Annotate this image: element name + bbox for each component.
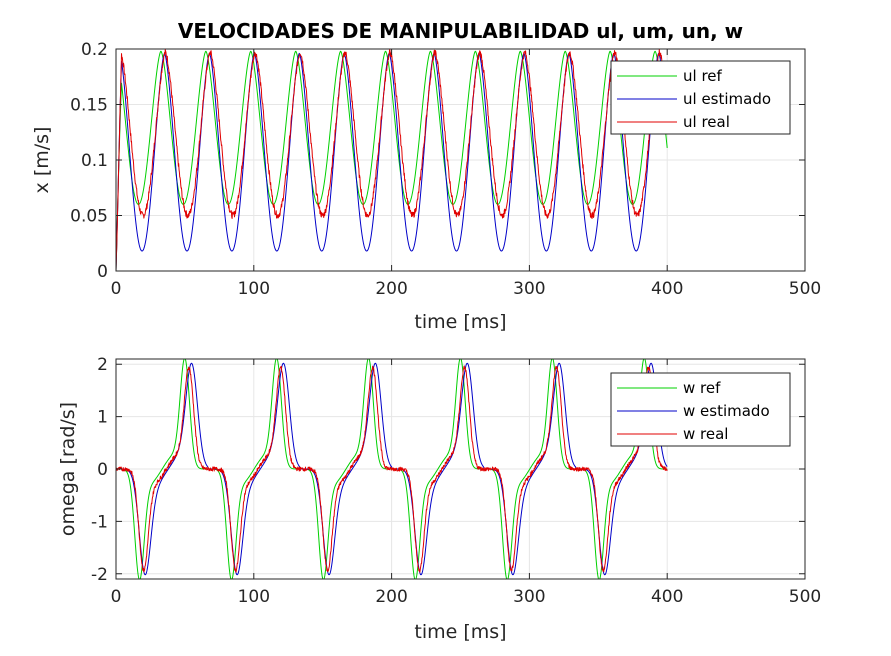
top-y-tick-label: 0.05 xyxy=(70,207,108,227)
bottom-x-tick-label: 500 xyxy=(789,587,821,607)
bottom-y-tick-label: 1 xyxy=(97,408,108,428)
top-x-tick-label: 200 xyxy=(375,279,407,299)
bottom-x-tick-label: 0 xyxy=(111,587,122,607)
top-y-axis-label: x [m/s] xyxy=(31,127,53,194)
bottom-x-tick-label: 400 xyxy=(651,587,683,607)
bottom-legend: w ref w estimado w real xyxy=(610,372,791,447)
bottom-x-tick-label: 200 xyxy=(375,587,407,607)
bottom-x-axis-label: time [ms] xyxy=(414,621,506,643)
bottom-y-axis-label: omega [rad/s] xyxy=(57,402,79,536)
top-y-tick-label: 0.15 xyxy=(70,96,108,116)
bottom-legend-w-real-label: w real xyxy=(683,425,728,443)
top-x-tick-label: 500 xyxy=(789,279,821,299)
top-y-tick-label: 0 xyxy=(97,262,108,282)
top-x-tick-label: 100 xyxy=(238,279,270,299)
top-legend: ul ref ul estimado ul real xyxy=(610,60,791,135)
plot-top-ticks: 0 100 200 300 400 500 0 0.05 0.1 0.15 0.2 xyxy=(70,40,821,299)
bottom-y-tick-label: 0 xyxy=(97,460,108,480)
bottom-series-w-real xyxy=(115,365,668,573)
top-legend-ul-estimado-label: ul estimado xyxy=(683,90,771,108)
top-y-tick-label: 0.2 xyxy=(81,40,108,60)
plot-top: 0 100 200 300 400 500 0 0.05 0.1 0.15 0.2 VELOCIDA… xyxy=(31,19,821,333)
bottom-y-tick-label: -2 xyxy=(91,565,108,585)
bottom-x-tick-label: 100 xyxy=(238,587,270,607)
bottom-y-tick-label: -1 xyxy=(91,512,108,532)
top-x-tick-label: 300 xyxy=(513,279,545,299)
bottom-x-tick-label: 300 xyxy=(513,587,545,607)
top-x-axis-label: time [ms] xyxy=(414,311,506,333)
top-y-tick-label: 0.1 xyxy=(81,151,108,171)
plot-bottom-grid xyxy=(116,359,805,579)
top-legend-ul-real-label: ul real xyxy=(683,113,730,131)
top-x-tick-label: 400 xyxy=(651,279,683,299)
top-x-tick-label: 0 xyxy=(111,279,122,299)
plot-bottom-series xyxy=(115,358,668,580)
bottom-legend-w-ref-label: w ref xyxy=(683,379,721,397)
bottom-legend-w-estimado-label: w estimado xyxy=(683,402,770,420)
bottom-y-tick-label: 2 xyxy=(97,355,108,375)
plot-bottom: 0 100 200 300 400 500 -2 -1 0 1 2 time [ms] omega … xyxy=(57,355,821,643)
top-legend-ul-ref-label: ul ref xyxy=(683,67,723,85)
chart-title: VELOCIDADES DE MANIPULABILIDAD ul, um, u… xyxy=(178,19,743,43)
plot-bottom-ticks: 0 100 200 300 400 500 -2 -1 0 1 2 xyxy=(91,355,821,607)
